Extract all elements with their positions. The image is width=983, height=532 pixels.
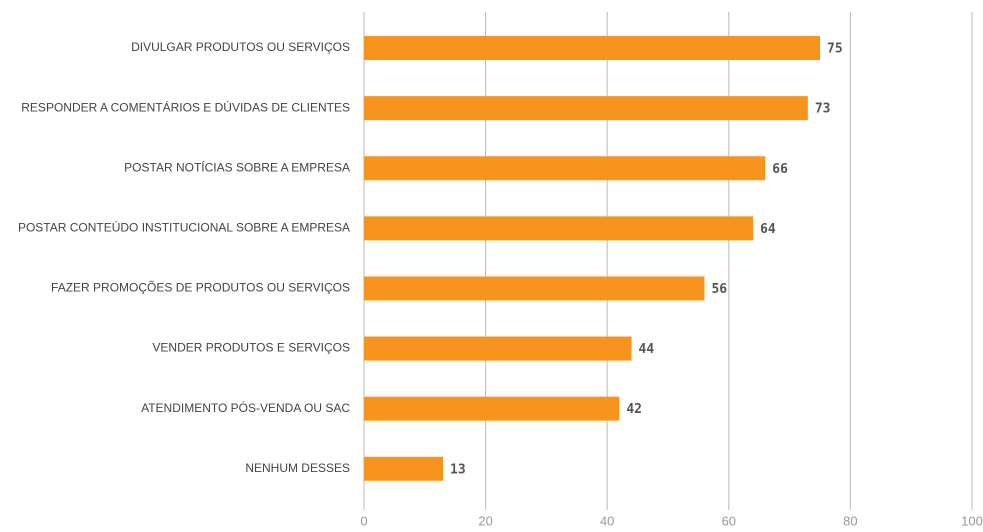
y-tick-label: RESPONDER A COMENTÁRIOS E DÚVIDAS DE CLI…: [21, 99, 350, 114]
y-tick-label: NENHUM DESSES: [245, 461, 350, 475]
bar: [364, 336, 632, 361]
x-tick-label: 80: [843, 513, 857, 528]
value-label: 13: [450, 462, 466, 477]
value-label: 56: [711, 282, 727, 297]
value-label: 75: [827, 42, 843, 57]
y-tick-label: POSTAR NOTÍCIAS SOBRE A EMPRESA: [124, 159, 350, 174]
x-tick-label: 40: [600, 513, 614, 528]
value-label: 64: [760, 222, 776, 237]
bar: [364, 156, 766, 181]
x-tick-label: 0: [360, 513, 367, 528]
value-label: 42: [626, 402, 642, 417]
value-label: 73: [815, 102, 831, 117]
x-tick-label: 20: [478, 513, 492, 528]
y-tick-label: ATENDIMENTO PÓS-VENDA OU SAC: [141, 400, 350, 415]
y-tick-label: VENDER PRODUTOS E SERVIÇOS: [152, 341, 350, 355]
bar: [364, 216, 754, 241]
bar: [364, 36, 820, 61]
y-tick-label: POSTAR CONTEÚDO INSTITUCIONAL SOBRE A EM…: [18, 220, 350, 235]
bar: [364, 96, 808, 121]
bar: [364, 456, 444, 481]
x-tick-label: 100: [961, 513, 983, 528]
x-tick-label: 60: [722, 513, 736, 528]
bar: [364, 396, 620, 421]
value-label: 66: [772, 162, 788, 177]
y-tick-label: DIVULGAR PRODUTOS OU SERVIÇOS: [131, 40, 350, 54]
bar: [364, 276, 705, 301]
value-label: 44: [639, 342, 655, 357]
y-tick-label: FAZER PROMOÇÕES DE PRODUTOS OU SERVIÇOS: [51, 280, 350, 295]
